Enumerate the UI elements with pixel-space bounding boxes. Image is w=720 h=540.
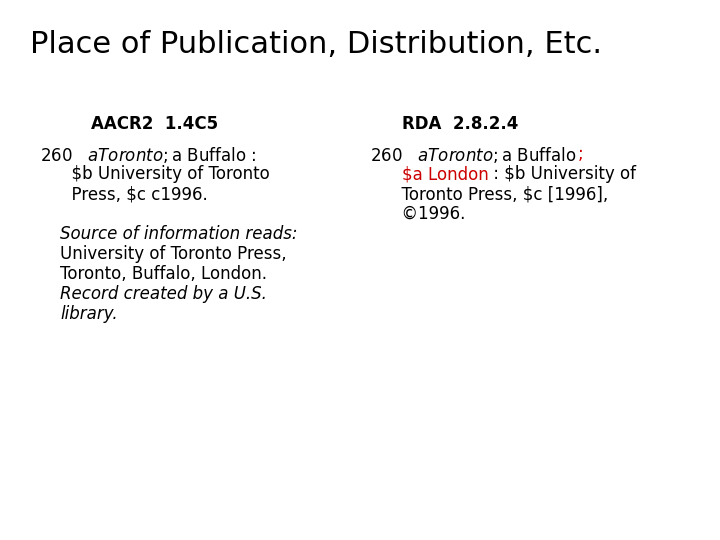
Text: library.: library. bbox=[60, 305, 117, 323]
Text: Press, $c c1996.: Press, $c c1996. bbox=[40, 185, 208, 203]
Text: AACR2  1.4C5: AACR2 1.4C5 bbox=[91, 115, 219, 133]
Text: Toronto, Buffalo, London.: Toronto, Buffalo, London. bbox=[60, 265, 267, 283]
Text: : $b University of: : $b University of bbox=[488, 165, 636, 183]
Text: 260   $a Toronto ; $a Buffalo: 260 $a Toronto ; $a Buffalo bbox=[370, 145, 577, 165]
Text: ;: ; bbox=[577, 145, 583, 163]
Text: 260   $a Toronto ; $a Buffalo :: 260 $a Toronto ; $a Buffalo : bbox=[40, 145, 256, 165]
Text: University of Toronto Press,: University of Toronto Press, bbox=[60, 245, 287, 263]
Text: RDA  2.8.2.4: RDA 2.8.2.4 bbox=[402, 115, 518, 133]
Text: $b University of Toronto: $b University of Toronto bbox=[40, 165, 270, 183]
Text: ©1996.: ©1996. bbox=[370, 205, 465, 223]
Text: Source of information reads:: Source of information reads: bbox=[60, 225, 297, 243]
Text: Place of Publication, Distribution, Etc.: Place of Publication, Distribution, Etc. bbox=[30, 30, 602, 59]
Text: Record created by a U.S.: Record created by a U.S. bbox=[60, 285, 267, 303]
Text: $a London: $a London bbox=[402, 165, 488, 183]
Text: Toronto Press, $c [1996],: Toronto Press, $c [1996], bbox=[370, 185, 608, 203]
